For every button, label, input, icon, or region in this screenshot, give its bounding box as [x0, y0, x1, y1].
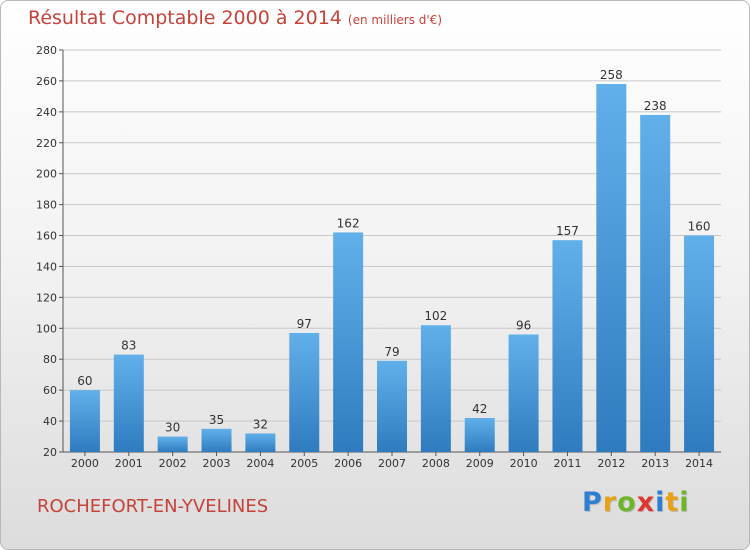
bar: [420, 325, 451, 452]
data-label: 30: [165, 421, 180, 435]
data-label: 32: [253, 417, 268, 431]
x-tick-label: 2011: [553, 457, 581, 470]
y-tick-label: 120: [36, 291, 57, 304]
x-tick-label: 2008: [422, 457, 450, 470]
x-tick-label: 2007: [378, 457, 406, 470]
data-label: 102: [424, 309, 447, 323]
x-tick-label: 2013: [641, 457, 669, 470]
bar: [640, 114, 671, 452]
bar: [508, 334, 539, 452]
data-label: 160: [688, 220, 711, 234]
y-tick-label: 260: [36, 75, 57, 88]
x-tick-label: 2003: [203, 457, 231, 470]
bar: [289, 332, 320, 452]
y-tick-label: 280: [36, 44, 57, 57]
x-tick-label: 2005: [290, 457, 318, 470]
y-tick-label: 20: [43, 446, 57, 459]
chart-subtitle: (en milliers d'€): [347, 13, 443, 27]
data-label: 258: [600, 68, 623, 82]
data-label: 60: [77, 374, 92, 388]
x-tick-label: 2002: [159, 457, 187, 470]
y-tick-label: 180: [36, 199, 57, 212]
logo-letter: o: [617, 487, 637, 518]
chart-title: Résultat Comptable 2000 à 2014 (en millie…: [28, 7, 442, 29]
y-tick-label: 160: [36, 230, 57, 243]
bar: [552, 240, 583, 452]
y-tick-label: 140: [36, 260, 57, 273]
y-tick-label: 220: [36, 137, 57, 150]
x-tick-label: 2001: [115, 457, 143, 470]
x-tick-label: 2012: [597, 457, 625, 470]
x-tick-label: 2000: [71, 457, 99, 470]
place-name: ROCHEFORT-EN-YVELINES: [37, 496, 269, 517]
bar: [201, 428, 232, 452]
bar: [377, 360, 407, 452]
x-tick-label: 2014: [685, 457, 713, 470]
logo-letter: P: [582, 487, 603, 518]
logo-letter: i: [655, 487, 666, 518]
x-tick-label: 2006: [334, 457, 362, 470]
y-tick-label: 200: [36, 168, 57, 181]
proxiti-logo: Proxiti: [582, 487, 690, 518]
bar: [596, 84, 627, 452]
bar: [245, 433, 276, 452]
y-tick-label: 100: [36, 322, 57, 335]
bar: [113, 354, 144, 452]
logo-letter: r: [602, 487, 618, 518]
x-tick-label: 2004: [246, 457, 274, 470]
y-tick-label: 80: [43, 353, 57, 366]
bar: [69, 390, 100, 452]
data-label: 162: [337, 216, 360, 230]
data-label: 79: [384, 345, 399, 359]
bar: [333, 232, 364, 452]
data-label: 157: [556, 224, 579, 238]
data-label: 42: [472, 402, 487, 416]
data-label: 35: [209, 413, 224, 427]
bar: [157, 436, 188, 452]
logo-letter: x: [636, 487, 656, 518]
y-tick-label: 240: [36, 106, 57, 119]
y-tick-label: 60: [43, 384, 57, 397]
data-label: 96: [516, 318, 531, 332]
logo-letter: t: [665, 487, 680, 518]
x-tick-label: 2009: [466, 457, 494, 470]
data-label: 83: [121, 339, 136, 353]
bar: [684, 235, 715, 452]
data-label: 238: [644, 99, 667, 113]
title-text: Résultat Comptable 2000 à 2014: [28, 7, 342, 29]
x-tick-label: 2010: [510, 457, 538, 470]
logo-letter: i: [679, 487, 690, 518]
bar: [464, 417, 495, 452]
data-label: 97: [297, 317, 312, 331]
y-tick-label: 40: [43, 415, 57, 428]
